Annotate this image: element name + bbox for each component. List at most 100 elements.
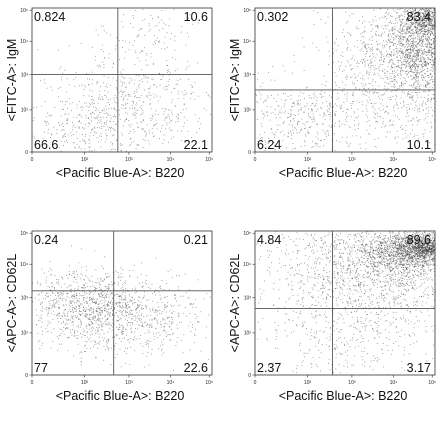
event-dot [178,275,180,277]
event-dot [418,24,420,26]
event-dot [72,273,74,274]
event-dot [398,62,399,63]
event-dot [50,274,52,276]
event-dot [100,321,102,323]
event-dot [70,315,72,317]
event-dot [104,90,106,91]
event-dot [62,298,63,300]
event-dot [389,131,391,133]
event-dot [137,97,139,98]
event-dot [429,33,431,35]
event-dot [141,69,142,71]
event-dot [152,44,154,45]
event-dot [380,64,382,65]
event-dot [49,303,51,304]
event-dot [412,65,414,66]
event-dot [101,123,103,125]
event-dot [353,13,354,15]
event-dot [421,41,423,43]
event-dot [432,52,434,54]
event-dot [109,314,111,316]
event-dot [383,243,385,245]
event-dot [69,274,70,275]
event-dot [410,97,412,99]
event-dot [129,338,131,339]
event-dot [403,63,405,65]
event-dot [405,50,406,52]
event-dot [124,299,125,301]
event-dot [313,97,315,99]
event-dot [403,59,405,61]
event-dot [357,108,359,110]
event-dot [100,65,102,67]
event-dot [396,90,397,91]
event-dot [384,112,386,113]
event-dot [106,117,108,118]
event-dot [97,82,99,83]
event-dot [136,36,138,38]
event-dot [144,35,146,36]
event-dot [401,23,403,25]
event-dot [47,286,49,288]
event-dot [129,131,131,132]
event-dot [410,39,411,41]
event-dot [97,298,98,300]
event-dot [380,246,382,248]
event-dot [375,57,377,59]
event-dot [95,357,97,359]
event-dot [341,107,343,109]
event-dot [428,63,430,64]
event-dot [396,130,398,132]
event-dot [63,293,64,295]
event-dot [399,48,401,49]
event-dot [165,109,167,110]
event-dot [411,79,413,81]
event-dot [412,64,413,65]
event-dot [424,15,425,17]
event-dot [370,51,372,52]
event-dot [132,269,134,271]
event-dot [422,35,424,36]
event-dot [95,117,97,119]
event-dot [104,289,106,291]
event-dot [352,101,354,102]
event-dot [139,106,141,108]
event-dot [262,113,264,115]
x-tick-label: 0 [254,157,257,163]
event-dot [99,318,101,320]
event-dot [257,102,259,104]
event-dot [114,283,116,284]
event-dot [48,310,50,312]
event-dot [135,89,137,90]
event-dot [64,141,66,143]
event-dot [324,119,326,121]
event-dot [102,326,104,328]
event-dot [122,284,124,285]
event-dot [103,301,105,303]
event-dot [417,124,418,126]
event-dot [52,291,54,293]
event-dot [366,71,368,73]
event-dot [383,28,384,30]
event-dot [123,306,125,308]
event-dot [58,146,60,148]
event-dot [418,33,420,34]
event-dot [92,326,93,328]
event-dot [188,65,190,67]
event-dot [373,56,375,58]
event-dot [113,62,114,64]
event-dot [86,292,88,294]
event-dot [410,70,412,72]
event-dot [401,62,402,64]
event-dot [42,308,44,310]
event-dot [96,310,98,312]
event-dot [408,52,410,53]
event-dot [136,312,138,314]
event-dot [67,118,69,119]
event-dot [370,83,372,85]
event-dot [433,59,435,61]
event-dot [275,117,277,119]
event-dot [410,22,412,23]
event-dot [408,53,410,55]
event-dot [401,107,403,108]
